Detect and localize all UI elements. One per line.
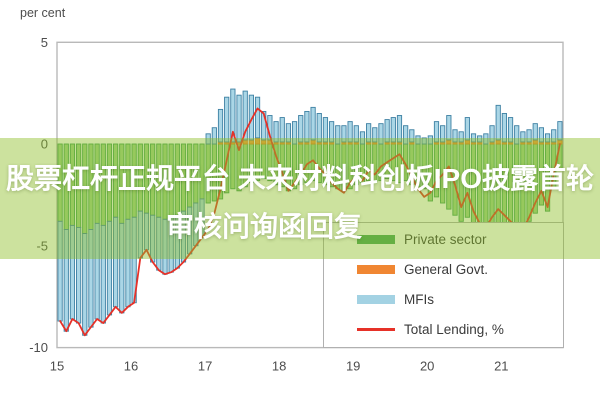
bar-mfis bbox=[273, 121, 279, 143]
bar-mfis bbox=[514, 125, 520, 145]
bar-mfis bbox=[557, 121, 563, 141]
bar-general-govt bbox=[495, 139, 501, 145]
y-axis-tick-label: 5 bbox=[41, 35, 48, 50]
bar-mfis bbox=[520, 131, 526, 143]
bar-mfis bbox=[242, 90, 248, 141]
overlay-text-line2: 审核问询函回复 bbox=[165, 211, 362, 242]
bar-mfis bbox=[378, 123, 384, 145]
bar-general-govt bbox=[532, 139, 538, 145]
bar-mfis bbox=[236, 94, 242, 143]
y-axis-tick-label: -5 bbox=[36, 238, 48, 253]
x-axis-tick-label: 16 bbox=[124, 359, 138, 374]
bar-mfis bbox=[440, 125, 446, 143]
y-axis-unit-label: per cent bbox=[20, 6, 66, 20]
bar-mfis bbox=[322, 117, 329, 143]
x-axis-tick-label: 19 bbox=[346, 359, 360, 374]
bar-mfis bbox=[82, 233, 88, 336]
legend-item-total-lending: Total Lending, % bbox=[324, 314, 563, 344]
bar-general-govt bbox=[254, 137, 261, 145]
bar-mfis bbox=[403, 125, 409, 145]
x-axis-tick-label: 18 bbox=[272, 359, 286, 374]
bar-mfis bbox=[310, 106, 316, 141]
bar-general-govt bbox=[261, 139, 267, 145]
bar-mfis bbox=[384, 119, 390, 143]
legend-item-general-govt: General Govt. bbox=[324, 254, 563, 284]
bar-mfis bbox=[230, 88, 236, 143]
bar-mfis bbox=[88, 229, 94, 328]
bar-mfis bbox=[526, 129, 532, 143]
bar-mfis bbox=[458, 131, 464, 143]
bar-mfis bbox=[501, 113, 507, 143]
bar-mfis bbox=[304, 110, 310, 143]
legend-item-mfis: MFIs bbox=[324, 284, 563, 314]
bar-mfis bbox=[205, 133, 211, 145]
bar-mfis bbox=[433, 121, 440, 143]
bar-mfis bbox=[211, 127, 217, 145]
bar-mfis bbox=[409, 129, 415, 143]
bar-mfis bbox=[507, 117, 514, 143]
legend-swatch-total-lending bbox=[357, 327, 395, 331]
bar-mfis bbox=[261, 110, 267, 141]
x-axis-tick-label: 15 bbox=[50, 359, 64, 374]
bar-mfis bbox=[532, 123, 538, 141]
bar-general-govt bbox=[446, 139, 452, 145]
bar-mfis bbox=[359, 131, 366, 145]
bar-mfis bbox=[353, 125, 359, 143]
total-lending-line bbox=[59, 107, 561, 337]
bar-mfis bbox=[551, 129, 557, 143]
bar-mfis bbox=[396, 115, 403, 143]
bar-mfis bbox=[335, 125, 341, 145]
bar-mfis bbox=[544, 133, 551, 143]
bar-mfis bbox=[446, 115, 452, 141]
bar-mfis bbox=[254, 96, 261, 139]
plot-border bbox=[56, 41, 564, 349]
bar-mfis bbox=[316, 113, 322, 143]
bar-mfis bbox=[366, 123, 372, 143]
overlay-text-line1: 股票杠杆正规平台 未来材料科创板IPO披露首轮 bbox=[5, 163, 595, 194]
bar-mfis bbox=[63, 229, 69, 332]
bar-mfis bbox=[495, 104, 501, 141]
bar-mfis bbox=[483, 133, 489, 145]
bar-mfis bbox=[347, 121, 353, 143]
bar-mfis bbox=[427, 135, 433, 145]
bar-mfis bbox=[489, 125, 495, 143]
x-axis-tick-label: 20 bbox=[420, 359, 434, 374]
bar-mfis bbox=[372, 127, 378, 143]
bar-mfis bbox=[298, 115, 304, 143]
bar-mfis bbox=[477, 135, 483, 143]
legend-label-total-lending: Total Lending, % bbox=[404, 321, 504, 337]
y-axis-tick-label: 0 bbox=[41, 137, 48, 152]
bar-mfis bbox=[470, 133, 477, 143]
bar-general-govt bbox=[242, 139, 248, 145]
legend-swatch-private-sector bbox=[357, 234, 395, 244]
x-axis-tick-label: 21 bbox=[494, 359, 508, 374]
legend-label-general-govt: General Govt. bbox=[404, 261, 489, 277]
bar-general-govt bbox=[310, 139, 316, 145]
bar-mfis bbox=[421, 137, 427, 145]
bar-mfis bbox=[217, 108, 224, 143]
bar-mfis bbox=[291, 121, 298, 145]
bar-mfis bbox=[341, 125, 347, 143]
bar-mfis bbox=[452, 129, 458, 143]
x-axis-tick-label: 17 bbox=[198, 359, 212, 374]
bar-general-govt bbox=[464, 139, 470, 145]
bar-mfis bbox=[279, 117, 285, 143]
bar-mfis bbox=[390, 117, 396, 143]
y-axis-tick-label: -10 bbox=[29, 340, 48, 355]
legend-label-private-sector: Private sector bbox=[404, 231, 487, 247]
legend-label-mfis: MFIs bbox=[404, 291, 434, 307]
legend-swatch-mfis bbox=[357, 294, 395, 304]
bar-mfis bbox=[464, 117, 470, 141]
chart-legend: Private sector General Govt. MFIs Total Len… bbox=[323, 222, 564, 348]
bar-mfis bbox=[538, 127, 545, 143]
legend-item-private-sector: Private sector bbox=[324, 224, 563, 254]
bar-mfis bbox=[224, 96, 230, 143]
bar-mfis bbox=[415, 135, 421, 145]
legend-swatch-general-govt bbox=[357, 264, 395, 274]
bar-mfis bbox=[285, 123, 292, 143]
bar-mfis bbox=[329, 121, 335, 143]
bar-general-govt bbox=[248, 139, 254, 145]
